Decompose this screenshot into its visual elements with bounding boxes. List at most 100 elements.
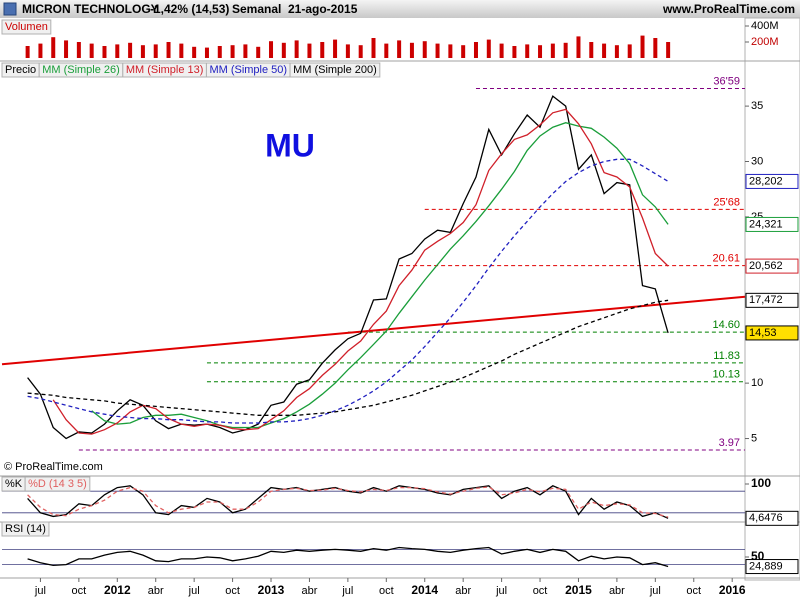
x-tick-label: oct: [533, 585, 548, 597]
x-tick-label: oct: [686, 585, 701, 597]
x-tick-label: 2013: [258, 583, 285, 597]
x-tick-label: 2012: [104, 583, 131, 597]
x-tick-label: 2016: [719, 583, 746, 597]
change: -1,42% (14,53): [150, 2, 229, 16]
volume-bar: [512, 46, 517, 58]
x-tick-label: jul: [188, 585, 200, 597]
volume-bar: [486, 39, 491, 58]
volume-bar: [204, 47, 209, 58]
trend-line: [1, 295, 746, 366]
level-label: 10.13: [712, 369, 740, 381]
level-label: 20.61: [712, 252, 740, 264]
last-value-label: 28,202: [749, 175, 783, 187]
volume-bar: [371, 38, 376, 58]
volume-bar: [422, 41, 427, 58]
x-tick-label: jul: [341, 585, 353, 597]
volume-bar: [576, 36, 581, 58]
volume-bar: [217, 46, 222, 58]
legend-label: %D (14 3 5): [28, 478, 87, 490]
volume-bar: [473, 42, 478, 58]
x-tick-label: abr: [301, 585, 317, 597]
volume-bar: [38, 43, 43, 58]
date: 21-ago-2015: [288, 2, 358, 16]
legend-label: MM (Simple 13): [126, 64, 204, 76]
volume-bar: [256, 46, 261, 58]
volume-bar: [333, 39, 338, 58]
series-line: [27, 158, 669, 424]
x-tick-label: 2015: [565, 583, 592, 597]
last-value-box: [745, 258, 799, 274]
volume-bar: [538, 45, 543, 58]
volume-bar: [525, 44, 530, 58]
last-value-label: 24,889: [749, 560, 783, 572]
legend-box: [289, 62, 381, 78]
last-value-label: 20,562: [749, 260, 783, 272]
site: www.ProRealTime.com: [662, 2, 795, 16]
volume-bar: [640, 35, 645, 58]
chart-title: MICRON TECHNOLOGY: [22, 2, 159, 16]
volume-bar: [307, 43, 312, 58]
legend-label: RSI (14): [5, 523, 46, 535]
volume-bar: [397, 40, 402, 58]
last-value-label: 4,6476: [749, 512, 783, 524]
volume-bar: [25, 46, 30, 58]
series-line: [52, 108, 669, 435]
level-label: 11.83: [713, 350, 740, 362]
legend-label: MM (Simple 200): [293, 64, 377, 76]
level-label: 36'59: [713, 75, 740, 87]
header-icon: [3, 2, 17, 16]
series-line: [27, 486, 669, 518]
legend-label: MM (Simple 50): [209, 64, 287, 76]
x-tick-label: oct: [379, 585, 394, 597]
series-line: [27, 95, 669, 440]
x-tick-label: 2014: [411, 583, 438, 597]
volume-bar: [614, 45, 619, 58]
period: Semanal: [232, 2, 281, 16]
legend-label: MM (Simple 26): [42, 64, 120, 76]
series-line: [27, 299, 669, 416]
y-tick-label: 35: [751, 100, 763, 112]
y-tick-label: 400M: [751, 20, 779, 32]
legend-label: Volumen: [5, 21, 48, 33]
y-tick-label: 10: [751, 377, 763, 389]
volume-bar: [140, 45, 145, 58]
volume-bar: [627, 44, 632, 58]
y-tick-label: 30: [751, 155, 763, 167]
last-value-box: [745, 292, 799, 308]
level-label: 14.60: [712, 319, 740, 331]
volume-bar: [409, 42, 414, 58]
x-tick-label: jul: [649, 585, 661, 597]
volume-bar: [89, 43, 94, 58]
volume-bar: [230, 45, 235, 58]
series-line: [27, 546, 669, 568]
volume-bar: [602, 43, 607, 58]
volume-bar: [115, 44, 120, 58]
volume-bar: [589, 42, 594, 58]
legend-box: [24, 476, 91, 492]
volume-bar: [166, 42, 171, 58]
volume-bar: [499, 43, 504, 58]
last-value-label: 14,53: [749, 327, 777, 339]
x-tick-label: jul: [34, 585, 46, 597]
last-value-box: [745, 510, 799, 526]
x-tick-label: abr: [455, 585, 471, 597]
volume-bar: [269, 41, 274, 58]
last-value-box: [745, 216, 799, 232]
x-tick-label: abr: [609, 585, 625, 597]
volume-bar: [384, 43, 389, 58]
volume-bar: [102, 46, 107, 58]
series-line: [91, 122, 669, 429]
last-value-label: 24,321: [749, 218, 783, 230]
volume-bar: [153, 44, 158, 58]
x-tick-label: oct: [225, 585, 240, 597]
legend-label: Precio: [5, 64, 36, 76]
x-tick-label: abr: [148, 585, 164, 597]
last-value-box: [745, 173, 799, 189]
legend-box: [1, 19, 52, 35]
copyright: © ProRealTime.com: [4, 461, 103, 473]
volume-bar: [294, 40, 299, 58]
volume-bar: [358, 45, 363, 58]
y-tick-label: 200M: [751, 36, 779, 48]
